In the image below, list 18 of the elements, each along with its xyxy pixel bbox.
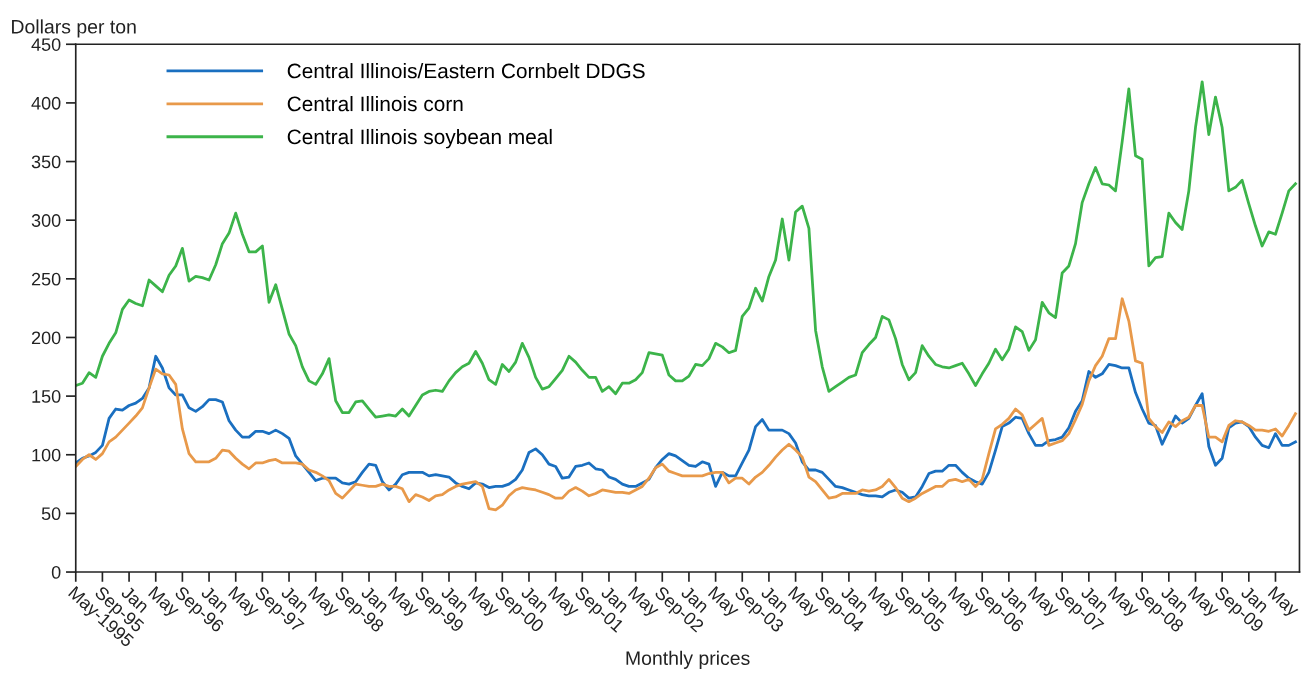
y-tick-label: 400 [31,96,61,110]
y-tick-label: 350 [31,155,61,169]
y-tick-label: 450 [31,38,61,51]
line-series [75,80,1297,419]
y-tick-label: 200 [31,331,61,345]
y-tick-label: 0 [51,565,61,579]
y-tick-label: 300 [31,214,61,227]
y-tick-label: 150 [32,390,61,403]
x-axis-title: Monthly prices [626,650,750,669]
legend-label: Central Illinois soybean meal [287,128,552,149]
y-tick-label: 100 [32,448,61,462]
y-tick-label: 50 [41,507,61,521]
line-series [75,297,1297,512]
y-tick-label: 250 [31,272,61,286]
y-axis-title: Dollars per ton [12,19,136,38]
legend-label: Central Illinois corn [287,95,463,112]
x-tick-label: May [1267,586,1299,620]
legend-label: Central Illinois/Eastern Cornbelt DDGS [287,63,645,79]
